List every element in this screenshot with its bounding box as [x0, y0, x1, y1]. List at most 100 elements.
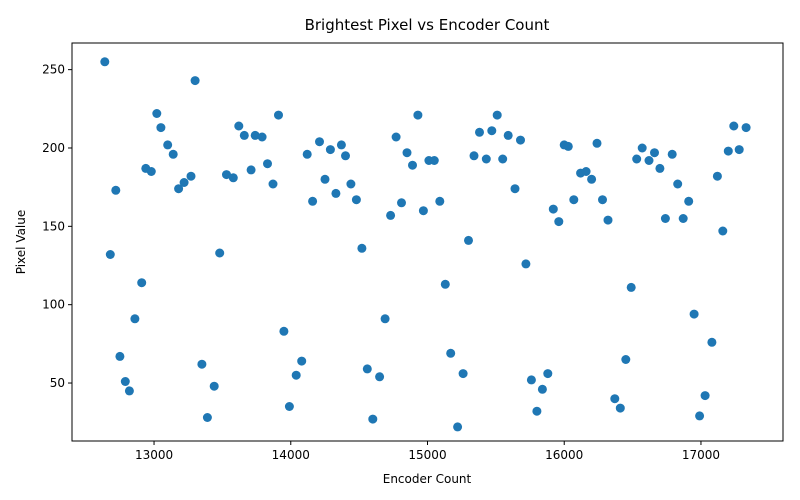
data-point	[190, 76, 200, 86]
data-point	[239, 130, 249, 140]
y-tick-label: 50	[50, 376, 65, 390]
data-point	[707, 337, 717, 347]
data-point	[163, 140, 173, 150]
data-point	[111, 185, 121, 195]
data-point	[197, 359, 207, 369]
data-point	[341, 151, 350, 161]
data-point	[695, 411, 705, 421]
data-point	[386, 210, 396, 220]
data-point	[351, 195, 361, 205]
x-axis-label: Encoder Count	[383, 472, 472, 486]
data-point	[168, 149, 178, 159]
data-point	[418, 206, 428, 216]
data-point	[325, 145, 335, 155]
plot-frame	[71, 42, 784, 442]
data-point	[598, 195, 607, 205]
y-tick-label: 100	[42, 298, 65, 312]
y-tick-label: 250	[42, 63, 65, 77]
data-point	[510, 184, 520, 194]
data-point	[537, 384, 547, 394]
data-point	[587, 174, 597, 184]
data-point	[429, 156, 439, 165]
data-point	[458, 369, 468, 379]
data-point	[689, 309, 699, 319]
data-point	[284, 402, 294, 411]
y-tick-label: 150	[42, 219, 65, 233]
data-point	[291, 370, 301, 380]
data-point	[222, 170, 231, 180]
data-point	[137, 278, 147, 288]
data-point	[380, 314, 390, 324]
data-point	[655, 163, 665, 173]
data-point	[610, 394, 620, 404]
data-point	[678, 214, 688, 223]
data-point	[297, 356, 307, 366]
chart-title: Brightest Pixel vs Encoder Count	[305, 16, 550, 34]
data-point	[308, 196, 318, 206]
data-point	[315, 137, 324, 147]
data-point	[673, 179, 683, 189]
data-point	[246, 165, 256, 175]
data-point	[532, 406, 542, 416]
data-point	[331, 188, 341, 198]
data-point	[397, 198, 406, 208]
data-point	[257, 132, 267, 142]
data-point	[152, 109, 162, 118]
data-point	[569, 195, 579, 205]
data-point	[357, 243, 367, 253]
data-point	[368, 414, 378, 424]
data-point	[146, 167, 156, 176]
data-point	[130, 314, 140, 324]
data-point	[723, 146, 733, 156]
data-point	[413, 110, 423, 120]
data-point	[741, 123, 751, 133]
data-point	[700, 391, 710, 401]
data-point	[124, 386, 134, 396]
data-point	[481, 154, 491, 164]
data-point	[228, 173, 238, 183]
y-tick-label: 200	[42, 141, 65, 155]
data-point	[581, 167, 591, 176]
data-point	[650, 148, 659, 158]
data-point	[543, 369, 553, 379]
data-point	[446, 348, 456, 358]
data-point	[718, 226, 728, 236]
data-point	[660, 214, 670, 223]
data-point	[250, 130, 260, 140]
data-point	[729, 121, 739, 131]
data-point	[186, 171, 196, 181]
x-tick-label: 16000	[545, 448, 583, 462]
data-point	[209, 381, 219, 391]
y-axis-label: Pixel Value	[14, 210, 28, 275]
data-point	[362, 364, 372, 374]
data-point	[156, 123, 166, 133]
x-axis-ticks: 13000 14000 15000 16000 17000	[135, 441, 720, 462]
data-point	[100, 57, 110, 67]
data-point	[592, 138, 602, 148]
data-point	[115, 351, 125, 361]
x-tick-label: 17000	[682, 448, 720, 462]
data-point	[503, 130, 513, 140]
data-point	[554, 217, 564, 227]
data-point	[637, 143, 647, 153]
data-point	[464, 235, 473, 245]
data-point	[263, 159, 272, 169]
data-point	[375, 372, 385, 382]
data-point	[734, 145, 744, 155]
data-point	[391, 132, 401, 142]
data-point	[120, 377, 130, 386]
data-point	[453, 422, 463, 432]
data-point	[626, 282, 636, 292]
y-axis-ticks: 50 100 150 200 250	[42, 63, 72, 390]
data-point	[215, 248, 225, 258]
data-point	[526, 375, 536, 385]
data-point	[492, 110, 502, 120]
data-point	[320, 174, 330, 184]
data-point	[521, 259, 531, 269]
x-tick-label: 14000	[272, 448, 310, 462]
data-point	[516, 135, 525, 145]
data-point	[336, 140, 346, 150]
data-point	[563, 141, 573, 151]
data-point	[498, 154, 508, 164]
